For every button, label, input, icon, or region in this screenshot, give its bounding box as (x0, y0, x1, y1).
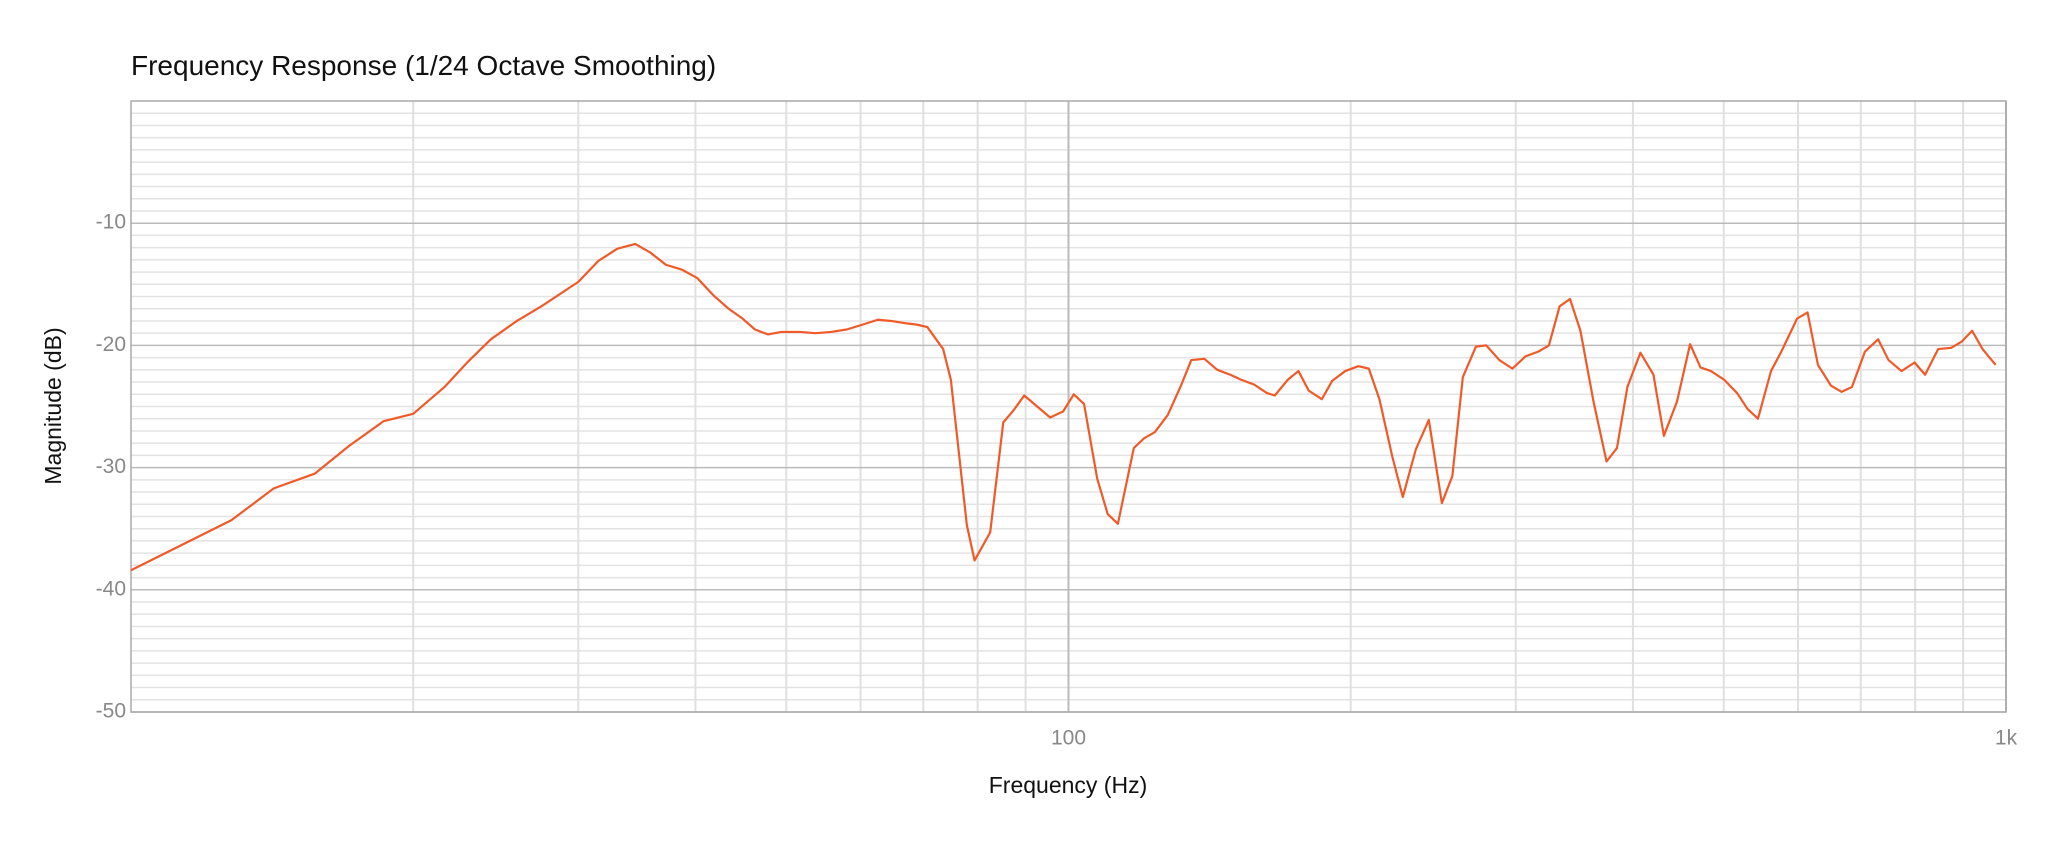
plot-frame (130, 100, 2007, 713)
x-tick-label: 1k (1995, 727, 2018, 750)
y-tick-label: -10 (96, 211, 126, 234)
x-axis-label: Frequency (Hz) (989, 772, 1147, 798)
x-tick-label: 100 (1051, 727, 1086, 750)
y-axis-label: Magnitude (dB) (40, 327, 66, 484)
response-line (130, 242, 1997, 572)
y-tick-label: -40 (96, 577, 126, 600)
marks (130, 242, 1997, 572)
y-tick-label: -50 (96, 700, 126, 723)
y-tick-label: -20 (96, 333, 126, 356)
chart-title: Frequency Response (1/24 Octave Smoothin… (131, 50, 716, 81)
grid (131, 101, 2007, 713)
subtitle: (1/24 Octave Smoothing) (405, 50, 716, 81)
title: Frequency Response (131, 50, 397, 81)
y-tick-label: -30 (96, 455, 126, 478)
